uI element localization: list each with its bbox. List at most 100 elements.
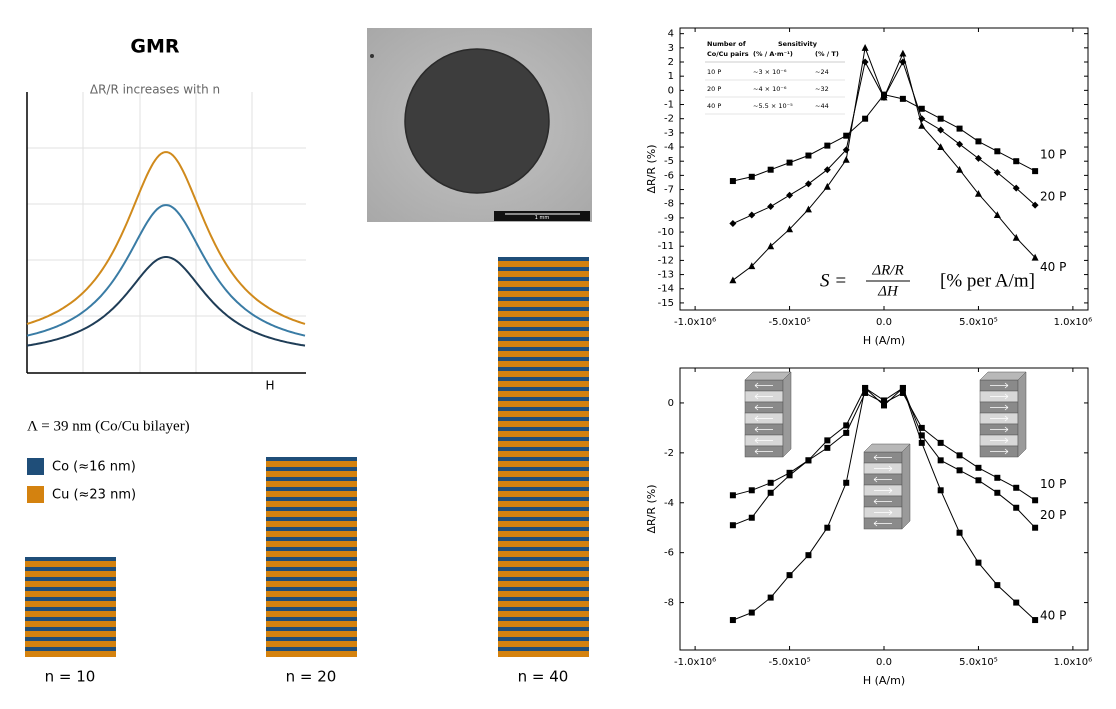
co-layer xyxy=(498,447,589,451)
table-header: Sensitivity xyxy=(778,40,818,48)
y-tick-label: -4 xyxy=(664,142,674,153)
co-layer xyxy=(498,487,589,491)
y-tick-label: -8 xyxy=(664,598,674,609)
stacks: n = 10 n = 20 n = 40 xyxy=(25,257,589,686)
marker xyxy=(956,452,963,459)
marker xyxy=(918,121,926,129)
table-cell: ~44 xyxy=(815,102,829,110)
marker xyxy=(748,609,755,616)
co-layer xyxy=(498,397,589,401)
marker xyxy=(805,457,812,464)
formula-denominator: ΔH xyxy=(877,283,899,299)
marker xyxy=(975,464,982,471)
stack-illustration xyxy=(979,371,1027,458)
co-layer xyxy=(498,377,589,381)
co-layer xyxy=(498,577,589,581)
marker xyxy=(899,95,906,102)
marker xyxy=(1013,484,1020,491)
co-layer xyxy=(25,627,116,631)
arrow xyxy=(990,415,1009,422)
stack-illustration xyxy=(863,443,911,530)
arrow xyxy=(990,404,1009,411)
marker xyxy=(786,225,794,233)
marker xyxy=(861,44,869,51)
marker xyxy=(937,126,945,134)
arrow xyxy=(990,437,1009,444)
schematic-curve xyxy=(26,151,306,325)
marker xyxy=(956,140,964,148)
y-tick-label: -9 xyxy=(664,213,674,224)
marker xyxy=(748,262,756,270)
co-layer xyxy=(25,617,116,621)
schematic-subtitle: ΔR/R increases with n xyxy=(90,83,220,97)
marker xyxy=(805,552,812,559)
marker xyxy=(824,437,831,444)
marker xyxy=(1013,599,1020,606)
co-layer xyxy=(498,277,589,281)
side-face xyxy=(1017,371,1027,458)
marker xyxy=(843,479,850,486)
co-layer xyxy=(266,647,357,651)
legend-swatch xyxy=(27,486,44,503)
co-layer xyxy=(25,597,116,601)
legend: Co (≈16 nm) Cu (≈23 nm) xyxy=(27,458,136,503)
series-label: 40 P xyxy=(1040,260,1066,274)
co-layer xyxy=(498,477,589,481)
formula-lhs: S = xyxy=(820,270,847,291)
arrow xyxy=(873,520,892,527)
co-layer xyxy=(498,617,589,621)
marker xyxy=(824,142,831,149)
y-tick-label: -2 xyxy=(664,448,674,459)
y-tick-label: 2 xyxy=(668,57,674,68)
arrow xyxy=(754,382,773,389)
marker xyxy=(823,166,831,174)
co-layer xyxy=(498,437,589,441)
micrograph: 1 mm xyxy=(367,28,592,222)
co-layer xyxy=(266,487,357,491)
marker xyxy=(1012,184,1020,192)
y-tick-label: -12 xyxy=(658,255,674,266)
co-layer xyxy=(498,497,589,501)
marker xyxy=(974,154,982,162)
marker xyxy=(804,180,812,188)
co-layer xyxy=(266,477,357,481)
arrow xyxy=(990,448,1009,455)
formula-unit: [% per A/m] xyxy=(940,270,1035,291)
arrow xyxy=(754,448,773,455)
marker xyxy=(1032,168,1039,175)
co-layer xyxy=(498,327,589,331)
co-layer xyxy=(498,357,589,361)
marker xyxy=(1013,158,1020,165)
co-layer xyxy=(498,527,589,531)
formula-numerator: ΔR/R xyxy=(871,262,903,278)
marker xyxy=(975,138,982,145)
co-layer xyxy=(498,347,589,351)
y-tick-label: -3 xyxy=(664,128,674,139)
co-layer xyxy=(498,507,589,511)
marker xyxy=(767,479,774,486)
marker xyxy=(824,524,831,531)
y-tick-label: -15 xyxy=(658,298,674,309)
co-layer xyxy=(25,637,116,641)
schematic-grid xyxy=(27,92,306,373)
marker xyxy=(843,132,850,139)
y-axis-label: ΔR/R (%) xyxy=(645,484,658,533)
co-layer xyxy=(25,587,116,591)
arrow xyxy=(754,415,773,422)
co-layer xyxy=(25,557,116,561)
co-layer xyxy=(498,557,589,561)
x-tick-label: 5.0x10⁵ xyxy=(959,317,998,328)
co-layer xyxy=(498,317,589,321)
marker xyxy=(729,178,736,185)
co-layer xyxy=(266,627,357,631)
marker xyxy=(843,422,850,429)
co-layer xyxy=(498,647,589,651)
legend-swatch xyxy=(27,458,44,475)
marker xyxy=(975,477,982,484)
marker xyxy=(1032,524,1039,531)
arrow xyxy=(873,498,892,505)
y-tick-label: 0 xyxy=(668,398,674,409)
marker xyxy=(994,582,1001,589)
co-layer xyxy=(498,297,589,301)
marker xyxy=(862,115,869,122)
